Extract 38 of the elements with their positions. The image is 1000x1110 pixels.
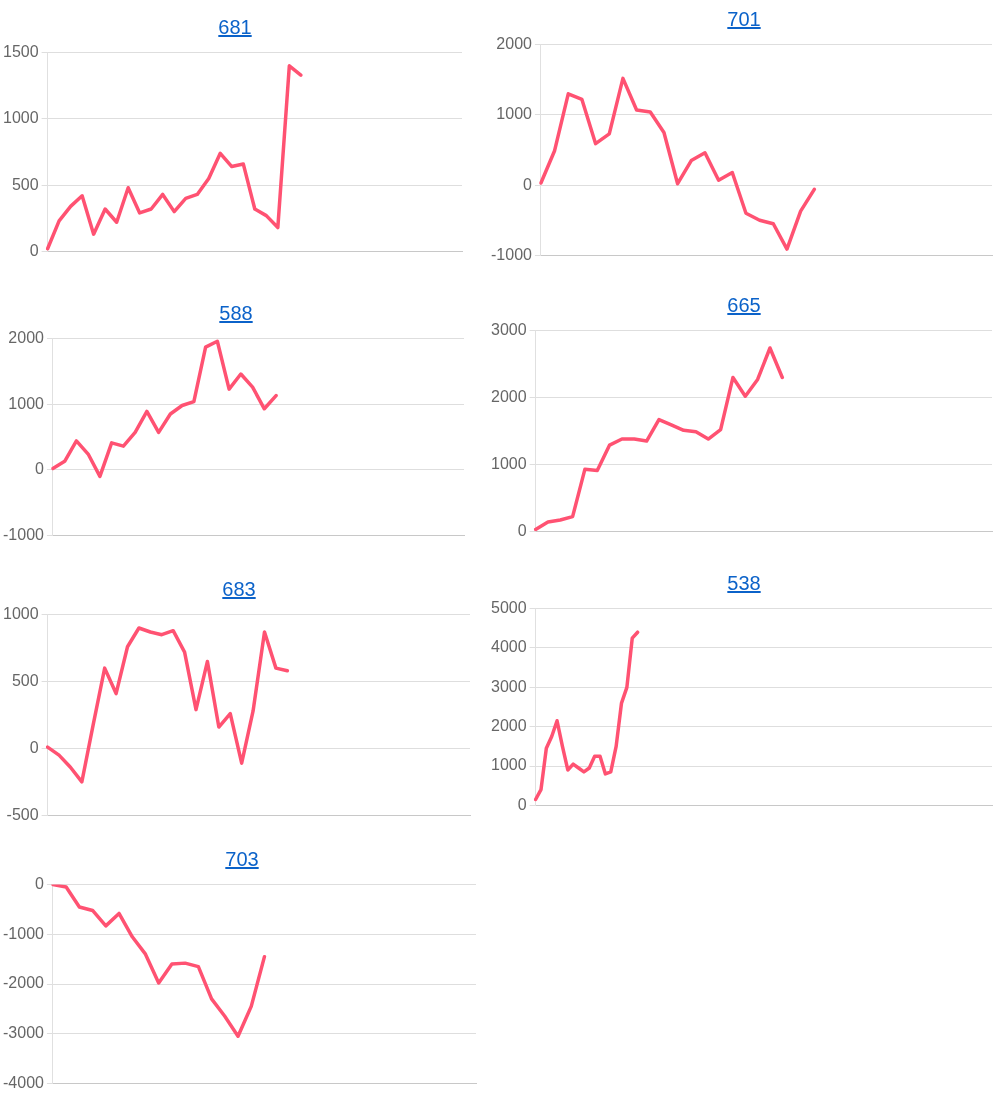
y-tick-label: 5000 <box>491 599 527 617</box>
chart-title: 588 <box>218 301 254 326</box>
y-tick-label: 3000 <box>491 677 527 695</box>
y-tick-label: 1000 <box>3 605 39 623</box>
y-tick-label: 0 <box>517 795 527 813</box>
chart-title: 701 <box>726 7 762 32</box>
y-tick-label: 1000 <box>8 394 45 412</box>
y-tick-label: 1000 <box>491 756 527 774</box>
y-tick-label: 0 <box>35 460 45 478</box>
chart-title: 538 <box>726 571 762 596</box>
chart-title: 703 <box>224 847 260 872</box>
y-tick-label: 0 <box>29 738 39 756</box>
y-tick-label: 1000 <box>491 454 527 472</box>
y-tick-label: 1500 <box>3 43 39 61</box>
y-tick-label: 0 <box>35 875 45 893</box>
y-tick-label: 2000 <box>491 387 527 405</box>
y-tick-label: 2000 <box>8 329 45 347</box>
y-tick-label: 1000 <box>496 105 533 123</box>
chart-title: 683 <box>221 577 257 602</box>
y-tick-label: -500 <box>6 805 39 823</box>
y-tick-label: 1000 <box>3 109 39 127</box>
y-tick-label: 3000 <box>491 321 527 339</box>
y-tick-label: -1000 <box>3 924 45 942</box>
y-tick-label: 4000 <box>491 638 527 656</box>
y-tick-label: -2000 <box>3 974 45 992</box>
y-tick-label: -1000 <box>3 525 45 543</box>
chart-title: 681 <box>217 15 253 40</box>
y-tick-label: 0 <box>29 241 39 259</box>
y-tick-label: 500 <box>11 671 39 689</box>
y-tick-label: 2000 <box>496 35 533 53</box>
chart-title: 665 <box>726 293 762 318</box>
y-tick-label: 0 <box>517 521 527 539</box>
y-tick-label: -1000 <box>491 245 533 263</box>
y-tick-label: 0 <box>523 175 533 193</box>
y-tick-label: -3000 <box>3 1024 45 1042</box>
y-tick-label: 2000 <box>491 717 527 735</box>
y-tick-label: -4000 <box>3 1073 45 1091</box>
y-tick-label: 500 <box>11 175 39 193</box>
